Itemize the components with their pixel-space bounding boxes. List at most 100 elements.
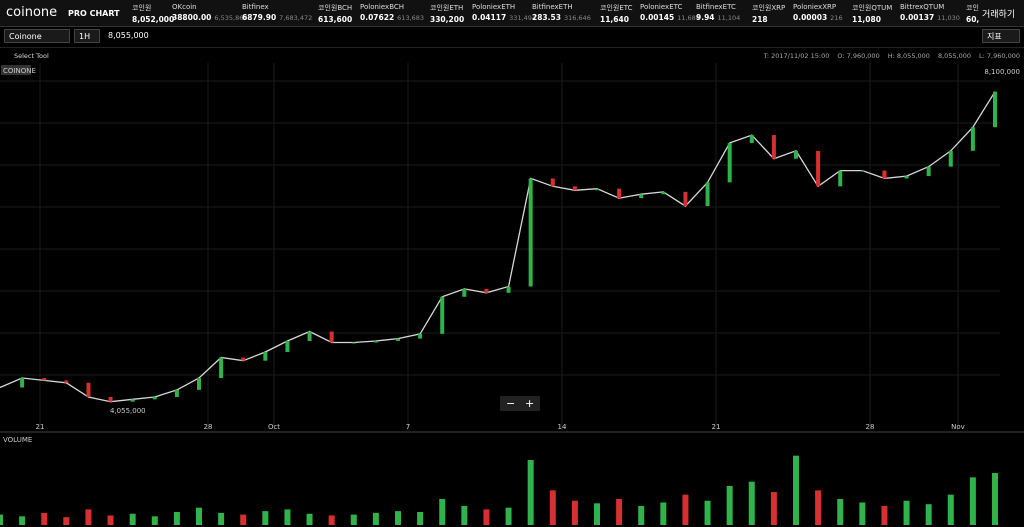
candle	[418, 333, 423, 339]
ticker[interactable]: 코인원ETH 330,200	[430, 3, 464, 24]
info-item: 8,055,000	[937, 52, 972, 60]
volume-bar	[992, 473, 998, 525]
info-item: O: 7,960,000	[837, 52, 880, 60]
ticker-name: BittrexQTUM	[900, 3, 945, 11]
header: coinone PRO CHART 코인원 8,052,000 OKcoin 3880…	[0, 0, 1024, 27]
ticker-price-text: 0.00003	[793, 13, 828, 22]
candle	[108, 396, 113, 402]
candle	[639, 194, 644, 199]
volume-bar	[461, 505, 468, 525]
volume-bar	[85, 509, 92, 525]
volume-bar	[107, 515, 114, 525]
ticker[interactable]: 코인원QTUM 11,080	[852, 3, 892, 24]
last-price: 8,055,000	[108, 31, 149, 40]
candle	[241, 357, 246, 361]
ticker-sub: 316,646	[563, 14, 591, 22]
volume-label: VOLUME	[3, 436, 32, 444]
volume-bar	[196, 507, 202, 525]
ticker[interactable]: 코인원XRP 218	[752, 3, 785, 24]
volume-bar	[395, 511, 401, 525]
ticker-price-text: 6879.90	[242, 13, 277, 22]
ticker[interactable]: PoloniexXRP 0.00003 216	[793, 3, 843, 22]
candle	[794, 150, 798, 159]
ticker[interactable]: 코인원ETC 11,640	[600, 3, 633, 24]
zoom-buttons[interactable]	[500, 396, 540, 411]
volume-bar	[328, 515, 335, 525]
volume-bar	[417, 512, 424, 525]
candle	[970, 127, 975, 151]
candle	[263, 352, 268, 361]
ticker[interactable]: 코인 60,	[966, 3, 979, 24]
ticker-price: 283.53 316,646	[532, 13, 591, 22]
ticker-price: 38800.00 6,535,860	[172, 13, 247, 22]
volume-bar	[704, 500, 711, 525]
ticker-price-text: 11,080	[852, 15, 881, 24]
indicator-button[interactable]: 지표	[982, 29, 1020, 43]
candle	[926, 166, 931, 177]
exchange-select[interactable]: Coinone	[4, 29, 70, 43]
volume-bar	[947, 494, 954, 525]
ticker-sub: 11,030	[937, 14, 960, 22]
logo[interactable]: coinone	[6, 5, 58, 20]
ticker[interactable]: Bitfinex 6879.90 7,683,472	[242, 3, 312, 22]
ticker-name: BitfinexETC	[696, 3, 736, 11]
legend-box	[1, 65, 31, 75]
candle	[42, 378, 47, 381]
ticker-name: OKcoin	[172, 3, 197, 11]
ticker-price: 0.00003 216	[793, 13, 843, 22]
ticker-price: 218	[752, 15, 785, 24]
candle	[285, 340, 290, 352]
ticker-name: 코인원ETH	[430, 4, 464, 12]
volume-bar	[815, 490, 822, 525]
candle	[174, 389, 179, 397]
candle	[661, 191, 666, 195]
ticker-name: PoloniexBCH	[360, 3, 405, 11]
candle	[440, 296, 445, 334]
ticker-price-text: 0.00137	[900, 13, 935, 22]
candle	[86, 382, 91, 397]
candle	[771, 135, 776, 159]
zoom-in[interactable]: +	[525, 397, 534, 410]
volume-bar	[903, 500, 910, 525]
volume-bar	[571, 500, 578, 525]
volume-bar	[925, 504, 932, 525]
volume-bar	[505, 507, 512, 525]
ticker[interactable]: 코인원BCH 613,600	[318, 3, 352, 24]
ticker-price-text: 218	[752, 15, 768, 24]
x-tick-label: 28	[866, 423, 875, 431]
ticker[interactable]: PoloniexETH 0.04117 331,494	[472, 3, 536, 22]
ticker-price: 0.04117 331,494	[472, 13, 536, 22]
volume-bar	[549, 490, 556, 525]
ticker[interactable]: PoloniexBCH 0.07622 613,683	[360, 3, 424, 22]
ticker-price: 0.00145 11,684	[640, 13, 700, 22]
candle	[152, 396, 157, 400]
candle	[20, 378, 25, 388]
ticker-price-text: 330,200	[430, 15, 465, 24]
ticker[interactable]: BitfinexETC 9.94 11,104	[696, 3, 740, 22]
ticker[interactable]: BittrexQTUM 0.00137 11,030	[900, 3, 960, 22]
trade-button[interactable]: 거래하기	[982, 10, 1016, 20]
interval-select[interactable]: 1H	[74, 29, 100, 43]
zoom-out[interactable]: −	[506, 397, 515, 410]
ticker[interactable]: OKcoin 38800.00 6,535,860	[172, 3, 247, 22]
ticker[interactable]: PoloniexETC 0.00145 11,684	[640, 3, 700, 22]
volume-bar	[350, 514, 357, 525]
candle	[130, 399, 135, 402]
candle	[749, 135, 754, 143]
volume-bar	[726, 486, 733, 525]
ticker-price: 8,052,000	[132, 15, 174, 24]
volume-bar	[837, 499, 844, 525]
ticker-name: 코인원BCH	[318, 4, 353, 12]
ticker-name: 코인원XRP	[752, 4, 786, 12]
ticker-name: 코인원	[132, 4, 152, 12]
x-tick-label: 21	[712, 423, 721, 431]
candle	[197, 378, 201, 390]
select-tool[interactable]: Select Tool	[14, 52, 49, 60]
ticker-price-text: 0.07622	[360, 13, 395, 22]
ticker[interactable]: 코인원 8,052,000	[132, 3, 174, 24]
candle	[329, 331, 334, 343]
x-tick-label: 7	[406, 423, 410, 431]
candle	[727, 142, 732, 183]
ticker[interactable]: BitfinexETH 283.53 316,646	[532, 3, 591, 22]
